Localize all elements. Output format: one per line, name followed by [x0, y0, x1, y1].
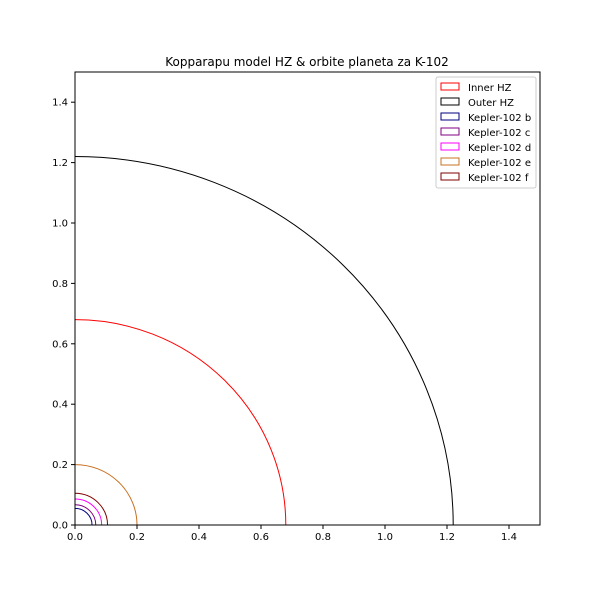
- x-tick-label: 1.2: [439, 532, 455, 543]
- legend-swatch-0: [440, 82, 460, 91]
- x-tick-label: 0.0: [67, 532, 83, 543]
- legend-box: [435, 76, 537, 189]
- legend-label-2: Kepler-102 b: [468, 113, 531, 124]
- orbit-arc-3: [74, 504, 97, 526]
- legend-swatch-6: [440, 172, 460, 181]
- y-tick-label: 0.4: [52, 400, 68, 411]
- legend-swatch-5: [440, 157, 460, 166]
- legend-label-6: Kepler-102 f: [468, 173, 529, 184]
- y-tick-label: 0.0: [52, 521, 68, 532]
- legend-swatch-2: [440, 112, 460, 121]
- y-tick-label: 1.4: [52, 98, 68, 109]
- chart-title: Kopparapu model HZ & orbite planeta za K…: [165, 55, 449, 69]
- y-tick-label: 0.8: [52, 279, 68, 290]
- y-tick-label: 1.0: [52, 219, 68, 230]
- orbit-arc-0: [74, 319, 287, 526]
- legend-label-1: Outer HZ: [468, 98, 514, 109]
- x-tick-label: 1.0: [377, 532, 393, 543]
- y-tick-label: 0.2: [52, 460, 68, 471]
- x-tick-label: 1.4: [501, 532, 517, 543]
- legend-swatch-1: [440, 97, 460, 106]
- orbit-arc-6: [74, 492, 109, 526]
- legend-label-5: Kepler-102 e: [468, 158, 531, 169]
- x-tick-label: 0.2: [129, 532, 145, 543]
- plot-frame: [74, 71, 541, 526]
- legend-label-3: Kepler-102 c: [468, 128, 530, 139]
- orbit-arc-1: [74, 156, 454, 526]
- y-axis: 0.0 0.2 0.4 0.6 0.8 1.0 1.2 1.4: [52, 98, 75, 532]
- orbit-arc-4: [74, 498, 103, 526]
- legend-swatch-4: [440, 142, 460, 151]
- x-tick-label: 0.8: [315, 532, 331, 543]
- x-tick-label: 0.6: [253, 532, 269, 543]
- x-axis: 0.0 0.2 0.4 0.6 0.8 1.0 1.2 1.4: [67, 525, 517, 543]
- y-tick-label: 0.6: [52, 339, 68, 350]
- orbit-arcs: [74, 156, 454, 526]
- legend: Inner HZ Outer HZ Kepler-102 b Kepler-102 c…: [435, 76, 537, 189]
- x-tick-label: 0.4: [191, 532, 207, 543]
- legend-label-4: Kepler-102 d: [468, 143, 531, 154]
- y-tick-label: 1.2: [52, 158, 68, 169]
- orbit-arc-5: [74, 464, 138, 526]
- legend-swatch-3: [440, 127, 460, 136]
- orbit-arc-2: [74, 507, 93, 526]
- legend-label-0: Inner HZ: [468, 83, 512, 94]
